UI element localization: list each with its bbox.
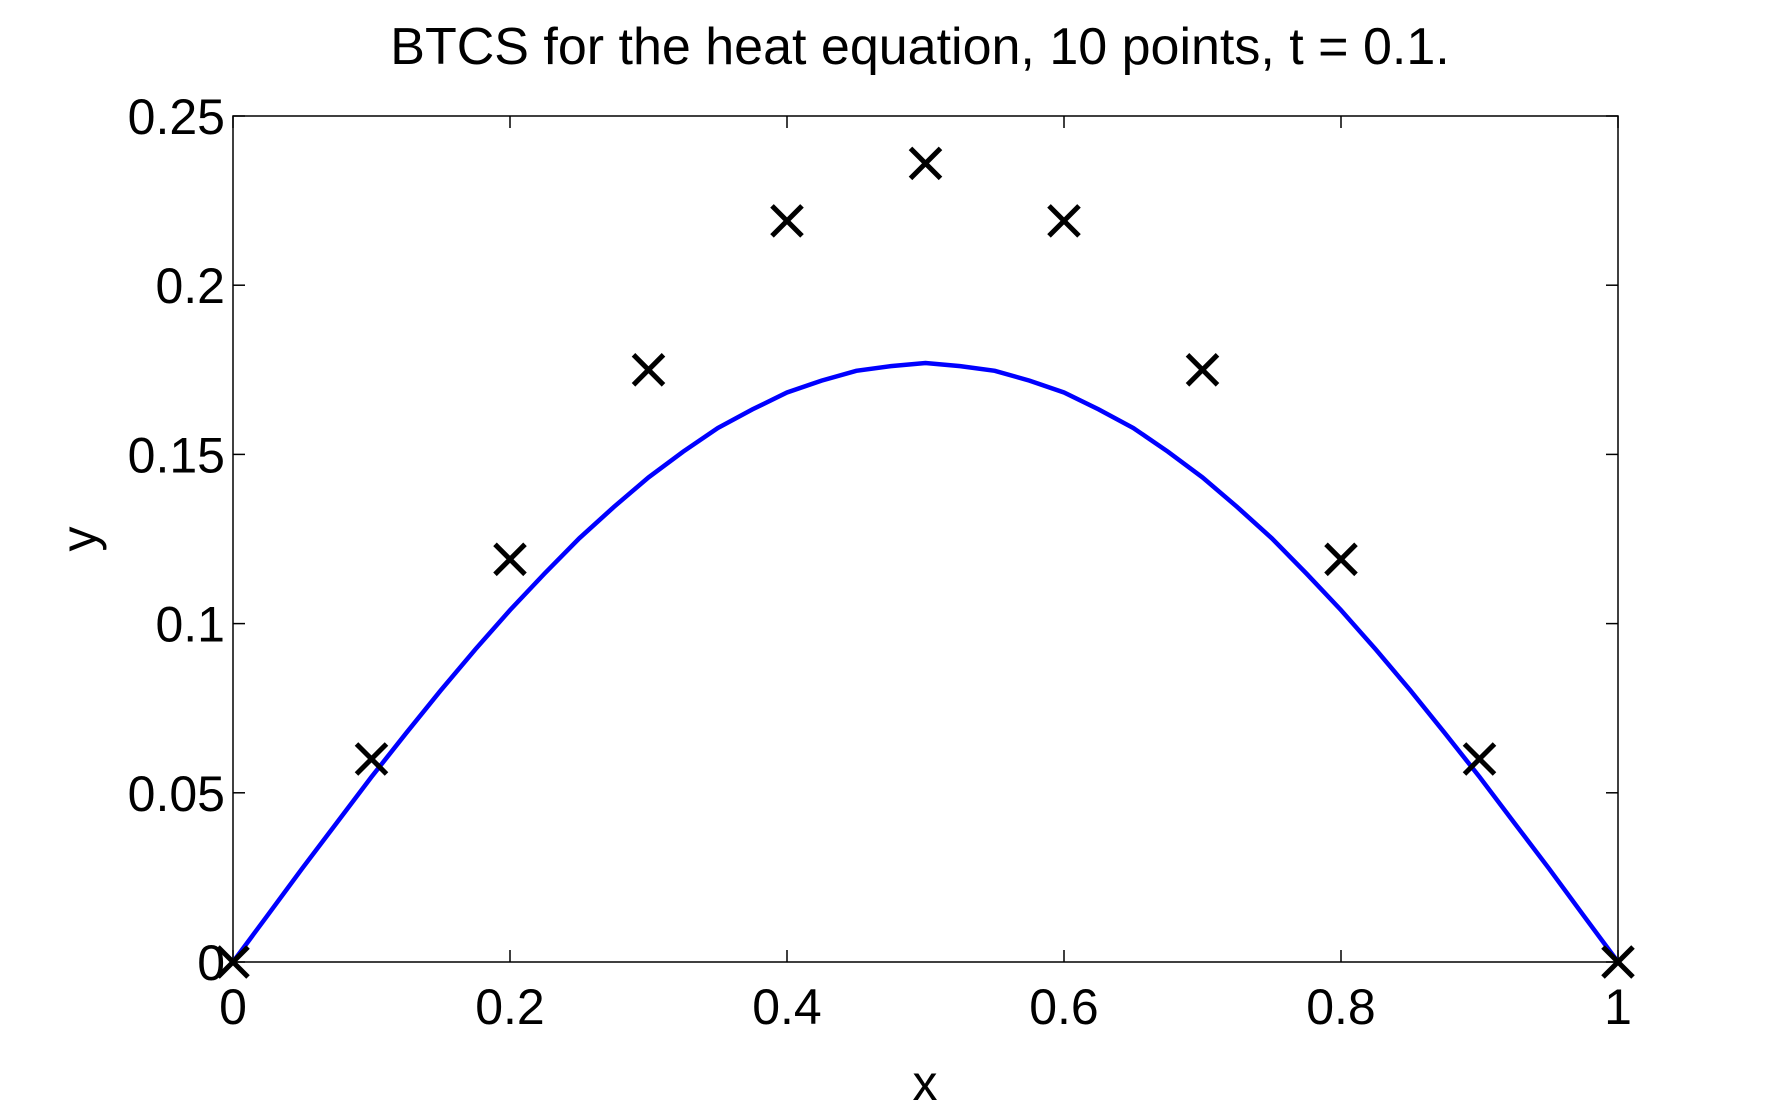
- x-axis-label: x: [913, 1055, 938, 1110]
- x-tick-label: 0.6: [1029, 979, 1099, 1035]
- data-point-marker: [908, 146, 943, 181]
- x-tick-label: 0.4: [752, 979, 822, 1035]
- y-tick-label: 0.1: [155, 597, 225, 653]
- series-markers: [216, 146, 1635, 979]
- data-point-marker: [1185, 353, 1220, 387]
- y-axis-label: y: [51, 527, 107, 552]
- plot-area: [232, 115, 1619, 963]
- chart-title: BTCS for the heat equation, 10 points, t…: [390, 18, 1449, 76]
- y-tick-label: 0: [197, 935, 225, 991]
- data-point-marker: [1324, 542, 1358, 577]
- y-tick-label: 0.15: [128, 427, 225, 483]
- data-point-marker: [631, 353, 666, 387]
- data-point-marker: [1601, 945, 1635, 979]
- series-line-curve: [231, 360, 1620, 964]
- data-point-marker: [770, 204, 804, 238]
- y-tick-label: 0.25: [128, 89, 225, 145]
- x-tick-label: 0.2: [475, 979, 545, 1035]
- y-tick-label: 0.05: [128, 766, 225, 822]
- x-tick-label: 0: [219, 979, 247, 1035]
- data-point-marker: [493, 542, 527, 577]
- data-point-marker: [354, 742, 389, 776]
- data-point-marker: [216, 945, 250, 979]
- axis-tick-labels: 0 0.2 0.4 0.6 0.8 1 0 0.05 0.1 0.15 0.2 0.25: [128, 89, 1632, 1035]
- data-point-marker: [1462, 742, 1497, 776]
- x-tick-label: 1: [1604, 979, 1632, 1035]
- x-tick-label: 0.8: [1306, 979, 1376, 1035]
- data-point-marker: [1047, 204, 1081, 238]
- y-tick-label: 0.2: [155, 258, 225, 314]
